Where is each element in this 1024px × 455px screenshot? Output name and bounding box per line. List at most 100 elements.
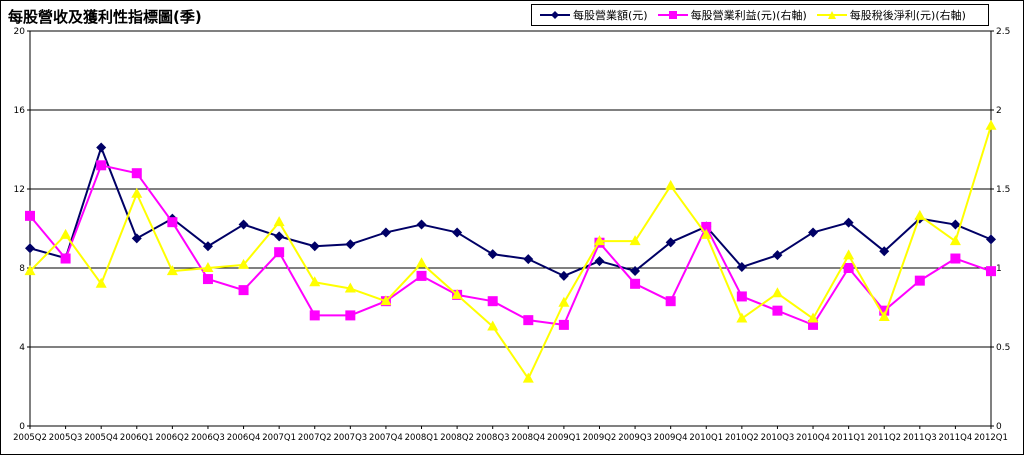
y-left-tick-label: 16: [14, 106, 26, 116]
data-point-triangle: [771, 287, 783, 298]
legend-marker-square-icon: [657, 11, 688, 19]
x-tick-label: 2008Q4: [511, 433, 545, 443]
chart-title: 每股營收及獲利性指標圖(季): [8, 8, 202, 26]
data-point-triangle: [700, 228, 712, 239]
data-point-diamond: [25, 243, 35, 254]
x-tick-label: 2006Q2: [156, 433, 190, 443]
data-point-square: [60, 253, 71, 264]
data-point-square: [701, 221, 712, 232]
x-tick-label: 2010Q4: [796, 433, 830, 443]
series-line-1: [29, 164, 992, 326]
data-point-triangle: [416, 257, 428, 268]
data-point-diamond: [772, 250, 783, 261]
data-point-square: [808, 319, 819, 330]
data-point-square: [914, 275, 925, 286]
data-point-square: [487, 296, 498, 307]
data-point-diamond: [630, 265, 641, 276]
legend-marker-triangle-icon: [816, 11, 847, 19]
y-right-tick-label: 0: [996, 422, 1002, 432]
data-point-triangle: [309, 276, 321, 287]
data-point-square: [558, 319, 569, 330]
data-point-diamond: [986, 234, 996, 245]
x-tick-label: 2006Q1: [120, 433, 154, 443]
x-tick-label: 2011Q2: [867, 433, 901, 443]
x-tick-label: 2007Q3: [333, 433, 367, 443]
y-right-tick-label: 1: [996, 264, 1002, 274]
data-point-triangle: [843, 249, 855, 260]
data-point-square: [25, 210, 35, 221]
data-point-diamond: [380, 227, 391, 238]
series-line-2: [29, 125, 992, 380]
x-tick-label: 2011Q1: [832, 433, 866, 443]
x-tick-label: 2006Q3: [191, 433, 225, 443]
plot-area: [29, 30, 992, 427]
data-point-square: [523, 315, 534, 326]
legend-item-net-income: 每股稅後淨利(元)(右軸): [816, 7, 966, 23]
data-point-diamond: [416, 219, 427, 230]
data-point-diamond: [345, 239, 356, 250]
data-point-square: [416, 270, 427, 281]
x-tick-label: 2005Q3: [49, 433, 83, 443]
data-point-triangle: [202, 262, 214, 272]
x-tick-label: 2009Q1: [547, 433, 581, 443]
data-point-diamond: [843, 217, 854, 228]
data-point-triangle: [487, 320, 499, 331]
chart-legend: 每股營業額(元) 每股營業利益(元)(右軸) 每股稅後淨利(元)(右軸): [531, 4, 989, 26]
data-point-diamond: [558, 270, 569, 281]
data-point-square: [96, 160, 107, 171]
data-point-triangle: [629, 235, 641, 246]
data-point-square: [167, 217, 178, 228]
data-point-square: [202, 274, 213, 285]
data-point-triangle: [985, 119, 997, 130]
x-tick-label: 2005Q2: [13, 433, 47, 443]
data-point-diamond: [487, 249, 498, 260]
data-point-square: [843, 263, 854, 273]
x-tick-label: 2011Q4: [939, 433, 973, 443]
data-point-triangle: [380, 295, 392, 306]
data-point-square: [309, 310, 320, 321]
y-left-tick-label: 20: [14, 27, 26, 37]
legend-marker-diamond-icon: [540, 11, 570, 19]
data-point-diamond: [879, 246, 890, 257]
data-point-diamond: [202, 241, 213, 252]
data-point-diamond: [309, 241, 320, 252]
data-point-triangle: [273, 216, 285, 227]
data-point-square: [274, 247, 285, 258]
x-tick-label: 2010Q2: [725, 433, 759, 443]
y-left-tick-label: 12: [14, 185, 25, 195]
data-point-diamond: [736, 262, 747, 273]
data-point-triangle: [451, 288, 463, 299]
data-point-square: [665, 296, 676, 307]
legend-item-operating-income: 每股營業利益(元)(右軸): [657, 7, 807, 23]
legend-item-revenue: 每股營業額(元): [540, 7, 648, 23]
data-point-square: [772, 305, 783, 316]
data-point-triangle: [878, 310, 890, 321]
y-left-tick-label: 8: [19, 264, 25, 274]
data-point-square: [736, 291, 747, 302]
data-point-triangle: [166, 265, 178, 276]
data-point-diamond: [274, 231, 285, 242]
y-right-tick-label: 2.5: [996, 27, 1010, 37]
data-point-triangle: [736, 312, 748, 323]
x-tick-label: 2008Q2: [440, 433, 474, 443]
x-tick-label: 2006Q4: [227, 433, 261, 443]
data-point-triangle: [24, 265, 36, 276]
x-tick-label: 2007Q1: [262, 433, 296, 443]
x-tick-label: 2010Q1: [689, 433, 723, 443]
data-point-triangle: [238, 258, 250, 269]
data-point-square: [238, 285, 249, 296]
x-tick-label: 2005Q4: [84, 433, 118, 443]
data-point-diamond: [950, 219, 961, 230]
data-point-diamond: [238, 219, 249, 230]
data-point-triangle: [914, 209, 926, 220]
x-tick-label: 2008Q3: [476, 433, 510, 443]
x-tick-label: 2007Q2: [298, 433, 332, 443]
data-point-diamond: [594, 256, 605, 267]
x-tick-label: 2009Q4: [654, 433, 688, 443]
data-point-diamond: [665, 237, 676, 248]
data-point-diamond: [452, 227, 463, 238]
x-tick-label: 2009Q3: [618, 433, 652, 443]
x-tick-label: 2012Q1: [974, 433, 1008, 443]
data-point-triangle: [131, 187, 143, 198]
